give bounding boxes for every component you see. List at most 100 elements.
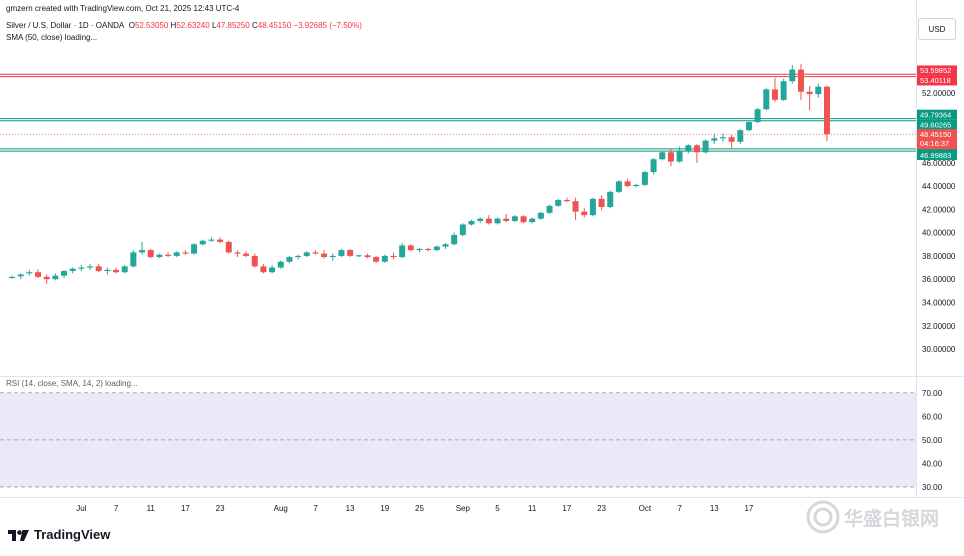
candle-body: [763, 89, 770, 110]
x-tick-label: 17: [562, 504, 571, 513]
x-tick-label: 19: [380, 504, 389, 513]
candle-body: [615, 181, 622, 192]
price-axis-tag-label: 53.59852: [920, 66, 951, 75]
candle-body: [806, 91, 813, 95]
tradingview-mark-icon: [8, 529, 29, 541]
candle-body: [676, 151, 683, 162]
sma-indicator-label[interactable]: SMA (50, close) loading...: [6, 33, 98, 42]
candle-body: [598, 198, 605, 207]
price-axis-tag-label: 53.40118: [920, 76, 951, 85]
x-tick-label: 11: [528, 504, 537, 513]
tradingview-logo[interactable]: TradingView: [8, 527, 110, 542]
price-axis-tag-label: 49.79364: [920, 111, 951, 120]
candle-body: [165, 254, 172, 256]
last-price-tag: [917, 129, 957, 150]
rsi-tick-label: 50.00: [922, 436, 943, 445]
x-tick-label: 25: [415, 504, 424, 513]
candle-body: [719, 137, 726, 139]
candle-body: [589, 198, 596, 216]
candle-body: [182, 252, 189, 254]
currency-button[interactable]: USD: [918, 18, 956, 40]
watermark-text: 华盛白银网: [844, 507, 940, 530]
y-tick-label: 42.00000: [922, 205, 956, 214]
candle-body: [468, 220, 475, 225]
candle-body: [546, 205, 553, 213]
ohlc-low: L47.85250: [211, 21, 250, 30]
candle-body: [113, 269, 120, 273]
candle-body: [529, 218, 536, 223]
candle-body: [771, 89, 778, 100]
candle-body: [485, 218, 492, 224]
x-tick-label: 23: [597, 504, 606, 513]
y-tick-label: 36.00000: [922, 275, 956, 284]
x-tick-label: 7: [677, 504, 682, 513]
rsi-tick-label: 40.00: [922, 459, 943, 468]
candle-body: [511, 216, 518, 221]
x-tick-label: Jul: [76, 504, 86, 513]
candle-body: [329, 255, 336, 258]
candle-body: [789, 69, 796, 82]
symbol-name: Silver / U.S. Dollar · 1D · OANDA: [6, 21, 125, 30]
candle-body: [407, 245, 414, 251]
creator-line: gmzern created with TradingView.com, Oct…: [6, 4, 240, 13]
rsi-tick-label: 70.00: [922, 389, 943, 398]
candle-body: [347, 250, 354, 256]
candle-body: [745, 122, 752, 131]
candle-body: [555, 200, 562, 206]
candle-body: [572, 201, 579, 212]
y-tick-label: 38.00000: [922, 252, 956, 261]
candle-body: [823, 86, 830, 135]
candle-body: [87, 266, 94, 268]
candle-body: [251, 255, 258, 267]
x-tick-label: Aug: [274, 504, 288, 513]
rsi-indicator-label[interactable]: RSI (14, close, SMA, 14, 2) loading...: [6, 379, 138, 388]
x-tick-label: 7: [313, 504, 318, 513]
x-tick-label: 17: [744, 504, 753, 513]
candle-body: [815, 86, 822, 95]
watermark-emblem-icon: [806, 500, 840, 534]
candle-body: [503, 218, 510, 221]
brand-name: TradingView: [34, 527, 111, 542]
rsi-tick-label: 30.00: [922, 483, 943, 492]
candle-body: [633, 184, 640, 187]
candle-body: [295, 255, 302, 258]
symbol-info: Silver / U.S. Dollar · 1D · OANDA O52.53…: [6, 21, 362, 31]
x-tick-label: 13: [710, 504, 719, 513]
candle-body: [459, 224, 466, 235]
candle-body: [312, 252, 319, 254]
watermark: 华盛白银网: [806, 500, 939, 534]
candle-body: [780, 81, 787, 100]
price-axis-tag: [917, 119, 957, 130]
y-tick-label: 30.00000: [922, 345, 956, 354]
candle-body: [685, 145, 692, 152]
candle-body: [43, 276, 50, 280]
candle-body: [234, 252, 241, 254]
x-tick-label: 17: [181, 504, 190, 513]
candle-body: [130, 252, 137, 267]
candle-body: [208, 239, 215, 241]
candle-body: [277, 261, 284, 268]
candle-body: [217, 239, 224, 242]
candle-body: [711, 138, 718, 141]
price-axis-tag: [917, 75, 957, 86]
candle-body: [581, 211, 588, 216]
candle-body: [373, 257, 380, 262]
x-tick-label: 5: [495, 504, 500, 513]
candle-body: [139, 250, 146, 253]
candle-body: [26, 272, 33, 274]
candle-body: [416, 248, 423, 251]
candle-body: [286, 257, 293, 262]
last-price-label: 48.45150: [920, 130, 951, 139]
candle-body: [321, 253, 328, 258]
y-tick-label: 44.00000: [922, 182, 956, 191]
candle-body: [121, 266, 128, 273]
candle-body: [797, 69, 804, 92]
candle-body: [399, 245, 406, 258]
candle-body: [659, 152, 666, 160]
candle-body: [243, 253, 250, 256]
price-axis-tag: [917, 149, 957, 160]
candle-body: [225, 241, 232, 253]
x-tick-label: Sep: [456, 504, 471, 513]
candle-body: [269, 267, 276, 273]
